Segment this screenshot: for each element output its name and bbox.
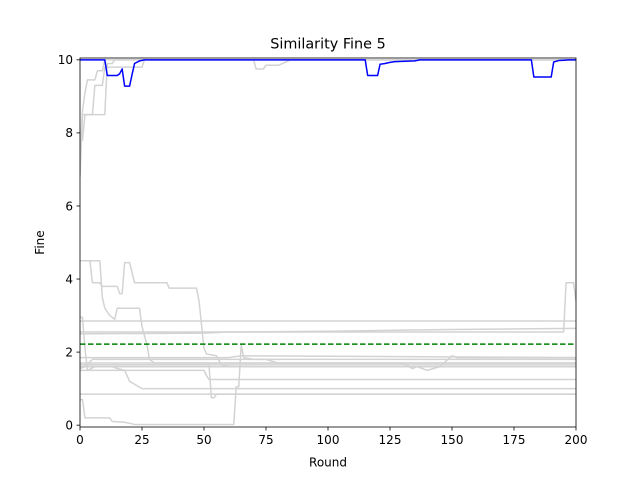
background-series-line-1 <box>80 59 576 155</box>
x-tick-label: 125 <box>379 433 402 447</box>
axes-layer: 0 25 50 75 100 125 150 175 200 0 2 4 6 8 10 <box>58 53 588 447</box>
series-layer <box>80 59 576 426</box>
x-tick-label: 0 <box>76 433 84 447</box>
background-series-line-11 <box>80 358 576 370</box>
chart-title: Similarity Fine 5 <box>270 37 386 53</box>
background-series-line-16 <box>80 369 576 381</box>
y-tick-label: 2 <box>65 345 73 359</box>
y-tick-label: 8 <box>65 126 73 140</box>
y-tick-label: 4 <box>65 272 73 286</box>
background-series-line-18 <box>80 364 576 399</box>
background-series-line-15 <box>80 344 576 426</box>
x-tick-label: 150 <box>441 433 464 447</box>
highlight-series-line <box>80 59 576 87</box>
background-series-line-5 <box>80 260 576 368</box>
background-series-line-13 <box>80 365 576 390</box>
x-tick-label: 200 <box>565 433 588 447</box>
x-tick-label: 175 <box>503 433 526 447</box>
background-series-line-2 <box>80 59 576 141</box>
y-tick-label: 0 <box>65 418 73 432</box>
x-axis-label: Round <box>309 456 347 470</box>
x-tick-label: 75 <box>258 433 273 447</box>
background-series-line-14 <box>80 355 576 359</box>
y-tick-label: 10 <box>58 53 73 67</box>
background-series-line-6 <box>80 316 576 372</box>
x-tick-label: 50 <box>196 433 211 447</box>
y-tick-label: 6 <box>65 199 73 213</box>
x-tick-label: 100 <box>317 433 340 447</box>
y-axis-label: Fine <box>33 230 47 254</box>
background-series-line-9 <box>80 281 576 333</box>
x-tick-label: 25 <box>134 433 149 447</box>
